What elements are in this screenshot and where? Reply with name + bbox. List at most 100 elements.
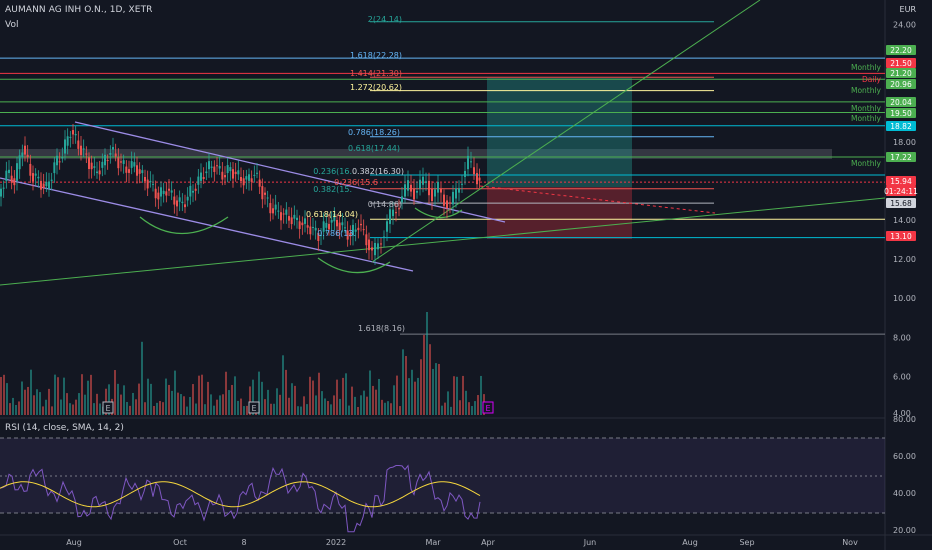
candle-body[interactable] [455, 188, 457, 199]
candle-body[interactable] [192, 190, 194, 193]
candle-body[interactable] [404, 184, 406, 197]
candle-body[interactable] [69, 136, 72, 138]
candle-body[interactable] [133, 162, 136, 167]
candle-body[interactable] [194, 188, 197, 191]
candle-body[interactable] [181, 201, 184, 204]
price-badge[interactable]: 19.50 [886, 108, 916, 118]
candle-body[interactable] [93, 166, 96, 168]
candle-body[interactable] [253, 174, 256, 176]
candle-body[interactable] [165, 191, 168, 196]
candle-body[interactable] [386, 221, 388, 232]
candle-body[interactable] [40, 180, 42, 190]
candle-body[interactable] [125, 166, 128, 173]
candle-body[interactable] [210, 166, 213, 168]
candle-body[interactable] [407, 180, 409, 191]
position-target-zone[interactable] [487, 78, 632, 187]
candle-body[interactable] [290, 217, 293, 225]
earnings-marker[interactable]: E [102, 401, 114, 414]
candle-body[interactable] [106, 160, 109, 162]
candle-body[interactable] [298, 221, 301, 229]
candle-body[interactable] [122, 160, 125, 164]
candle-body[interactable] [80, 145, 82, 156]
candle-body[interactable] [114, 153, 117, 157]
candle-body[interactable] [282, 213, 285, 215]
currency-label[interactable]: EUR [899, 5, 916, 14]
candle-body[interactable] [328, 223, 330, 230]
candle-body[interactable] [112, 147, 114, 150]
candle-body[interactable] [138, 169, 141, 174]
candle-body[interactable] [109, 152, 112, 155]
candle-body[interactable] [186, 196, 189, 201]
price-badge[interactable]: 15.68 [886, 198, 916, 208]
candle-body[interactable] [312, 226, 314, 228]
candle-body[interactable] [34, 173, 37, 176]
symbol-header[interactable]: AUMANN AG INH O.N., 1D, XETR [5, 5, 153, 15]
channel-upper-line[interactable] [74, 121, 506, 223]
candle-body[interactable] [197, 176, 200, 185]
candle-body[interactable] [117, 157, 120, 169]
candle-body[interactable] [234, 171, 237, 175]
price-badge[interactable]: 15.94 [886, 176, 916, 186]
price-badge[interactable]: 21.50 [886, 58, 916, 68]
candle-body[interactable] [168, 188, 170, 191]
volume-label[interactable]: Vol [5, 20, 19, 30]
candle-body[interactable] [184, 204, 186, 208]
candle-body[interactable] [266, 197, 269, 199]
candle-body[interactable] [61, 157, 64, 159]
price-badge[interactable]: 01:24:11 [884, 186, 918, 196]
candle-body[interactable] [452, 191, 454, 205]
candle-body[interactable] [269, 203, 272, 214]
candle-body[interactable] [178, 197, 181, 202]
candle-body[interactable] [88, 157, 90, 170]
candle-body[interactable] [146, 179, 149, 189]
candle-body[interactable] [176, 200, 178, 207]
candle-body[interactable] [130, 161, 133, 168]
candle-body[interactable] [24, 145, 26, 155]
candle-body[interactable] [437, 181, 439, 193]
candle-body[interactable] [128, 169, 130, 173]
candle-body[interactable] [464, 170, 466, 177]
candle-body[interactable] [208, 161, 210, 170]
candle-body[interactable] [104, 154, 106, 166]
candle-body[interactable] [157, 192, 160, 200]
candle-body[interactable] [90, 162, 93, 170]
candle-body[interactable] [5, 170, 8, 181]
candle-body[interactable] [320, 235, 322, 237]
candle-body[interactable] [344, 227, 346, 229]
price-badge[interactable]: 18.82 [886, 121, 916, 131]
earnings-marker[interactable]: E [248, 401, 260, 414]
candle-body[interactable] [72, 130, 74, 135]
price-badge[interactable]: 17.22 [886, 152, 916, 162]
candle-body[interactable] [416, 191, 418, 193]
price-badge[interactable]: 20.04 [886, 97, 916, 107]
candle-body[interactable] [341, 222, 344, 226]
candle-body[interactable] [21, 152, 24, 158]
rsi-sma-line[interactable] [0, 481, 481, 508]
candle-body[interactable] [50, 179, 53, 181]
candle-body[interactable] [250, 178, 253, 182]
price-badge[interactable]: 22.20 [886, 45, 916, 55]
candle-body[interactable] [478, 177, 481, 181]
candle-body[interactable] [446, 200, 448, 209]
candle-body[interactable] [431, 188, 433, 201]
candle-body[interactable] [98, 170, 101, 175]
candle-body[interactable] [53, 162, 56, 174]
candle-body[interactable] [410, 184, 412, 192]
uptrend-line[interactable] [371, 0, 761, 263]
candle-body[interactable] [152, 183, 154, 185]
candle-body[interactable] [248, 174, 250, 181]
candle-body[interactable] [285, 209, 288, 215]
candle-body[interactable] [42, 183, 45, 188]
candle-body[interactable] [170, 190, 173, 193]
candle-body[interactable] [16, 163, 18, 181]
candle-body[interactable] [77, 140, 80, 149]
candle-body[interactable] [144, 176, 146, 182]
candle-body[interactable] [428, 180, 430, 196]
candle-body[interactable] [64, 139, 66, 154]
candle-body[interactable] [413, 188, 415, 200]
candle-body[interactable] [261, 186, 264, 200]
candle-body[interactable] [56, 155, 58, 166]
candle-body[interactable] [377, 243, 379, 250]
candle-body[interactable] [293, 214, 296, 219]
candle-body[interactable] [154, 188, 157, 199]
